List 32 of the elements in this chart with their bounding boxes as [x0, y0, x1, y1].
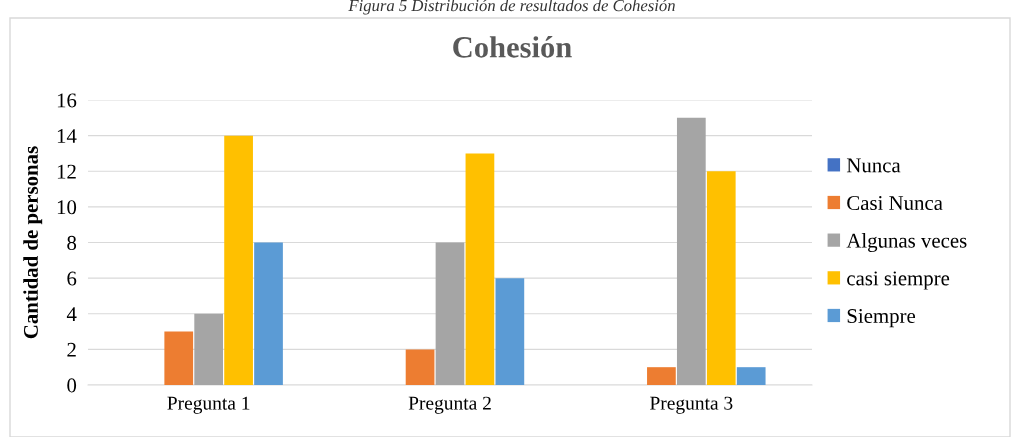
y-tick-label: 4 — [66, 307, 77, 321]
bar — [194, 313, 224, 385]
y-tick-label: 2 — [67, 342, 76, 357]
bar — [405, 349, 435, 385]
bar — [736, 367, 766, 385]
y-tick-label: 14 — [57, 129, 77, 143]
y-tick-label: 10 — [57, 200, 77, 215]
bar — [647, 367, 676, 385]
text: Figura 5 Distribución de resultados de Cohesión — [348, 0, 675, 15]
y-tick-label: 16 — [57, 93, 77, 108]
x-tick-label: Pregunta 3 — [650, 396, 733, 414]
legend-label: casi siempre — [847, 271, 950, 290]
y-tick-label: 12 — [57, 164, 76, 179]
legend-label: Algunas veces — [846, 233, 967, 252]
x-tick-label: Pregunta 1 — [167, 396, 250, 414]
legend-label: Siempre — [847, 309, 916, 328]
y-tick-label: 6 — [67, 271, 77, 286]
bar — [435, 242, 465, 385]
bar — [495, 278, 525, 385]
y-axis-title: Cantidad de personas — [23, 146, 43, 339]
bar — [254, 242, 283, 385]
bar — [676, 117, 706, 385]
bar — [706, 171, 736, 385]
bar — [224, 135, 253, 385]
chart-title: Cohesión — [453, 36, 572, 58]
bar — [164, 331, 194, 385]
y-tick-label: 0 — [67, 378, 77, 393]
x-tick-label: Pregunta 2 — [408, 396, 491, 414]
legend-label: Casi Nunca — [847, 196, 943, 211]
bar — [465, 153, 495, 385]
y-tick-label: 8 — [67, 235, 77, 250]
legend-label: Nunca — [846, 158, 901, 173]
